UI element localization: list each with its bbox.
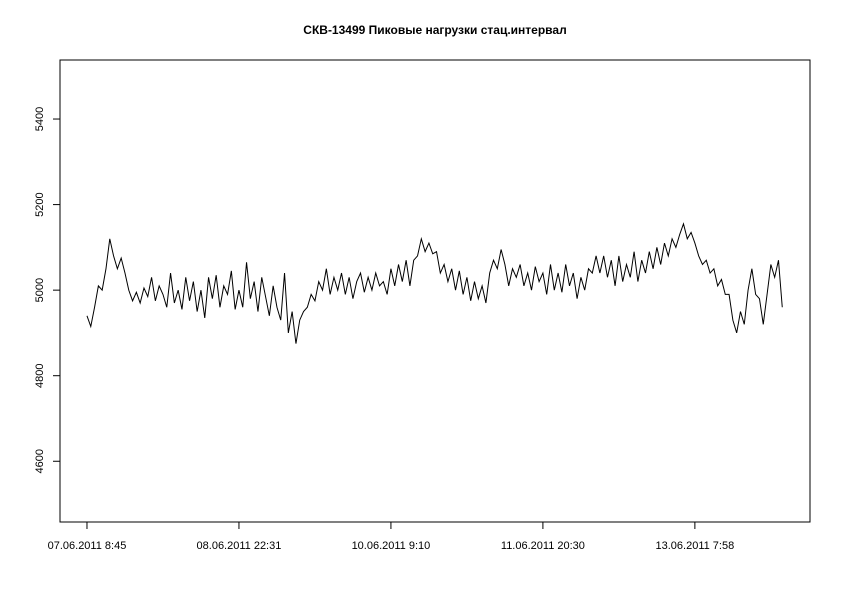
x-tick-label: 11.06.2011 20:30 [501, 540, 585, 552]
y-tick-label: 4600 [34, 449, 46, 473]
plot-frame [59, 59, 811, 523]
y-tick-label: 5200 [34, 192, 46, 216]
y-tick-label: 5000 [34, 278, 46, 302]
x-tick-label: 08.06.2011 22:31 [197, 540, 282, 552]
data-line [86, 222, 783, 344]
y-tick-label: 4800 [34, 363, 46, 387]
x-tick-label: 13.06.2011 7:58 [656, 540, 735, 552]
x-tick-label: 07.06.2011 8:45 [48, 540, 127, 552]
y-tick-label: 5400 [34, 107, 46, 131]
x-tick-label: 10.06.2011 9:10 [352, 540, 431, 552]
chart-title: СКВ-13499 Пиковые нагрузки стац.интервал [303, 23, 566, 37]
